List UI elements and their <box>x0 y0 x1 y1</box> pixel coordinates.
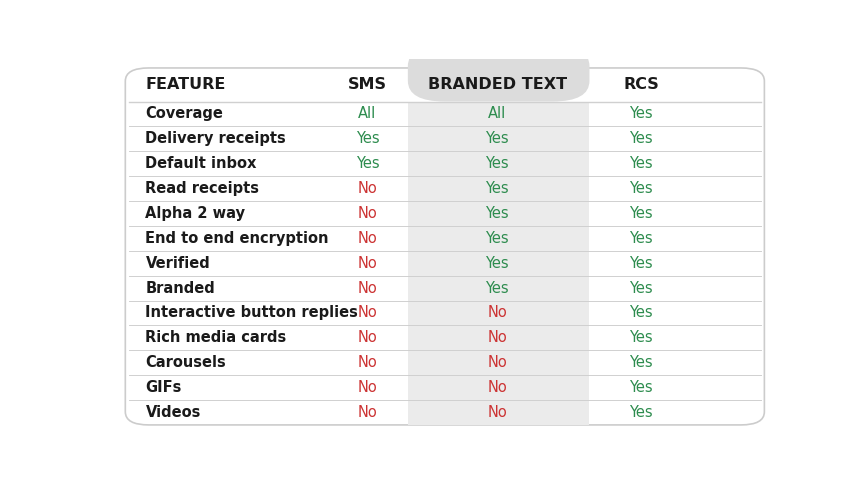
Text: Yes: Yes <box>485 256 510 271</box>
Text: No: No <box>358 256 378 271</box>
Text: Videos: Videos <box>146 405 201 420</box>
Text: Branded: Branded <box>146 281 215 296</box>
Text: Yes: Yes <box>629 281 653 296</box>
Text: Yes: Yes <box>629 231 653 246</box>
Text: No: No <box>488 330 507 346</box>
Text: Read receipts: Read receipts <box>146 181 260 196</box>
Text: FEATURE: FEATURE <box>146 77 226 92</box>
Text: No: No <box>358 231 378 246</box>
Text: Yes: Yes <box>629 106 653 122</box>
Text: No: No <box>358 281 378 296</box>
Text: No: No <box>488 405 507 420</box>
Text: No: No <box>488 355 507 370</box>
Text: No: No <box>358 330 378 346</box>
Text: Delivery receipts: Delivery receipts <box>146 131 286 146</box>
Text: No: No <box>358 380 378 395</box>
Text: Verified: Verified <box>146 256 210 271</box>
Text: Yes: Yes <box>629 206 653 221</box>
Text: Rich media cards: Rich media cards <box>146 330 286 346</box>
Text: Yes: Yes <box>485 131 510 146</box>
Text: GIFs: GIFs <box>146 380 182 395</box>
Text: Yes: Yes <box>485 206 510 221</box>
Text: Yes: Yes <box>629 380 653 395</box>
Text: Yes: Yes <box>356 156 379 171</box>
Text: No: No <box>488 305 507 321</box>
Bar <box>408 102 589 425</box>
Text: SMS: SMS <box>348 77 387 92</box>
Text: End to end encryption: End to end encryption <box>146 231 329 246</box>
Text: Yes: Yes <box>485 281 510 296</box>
Text: No: No <box>358 206 378 221</box>
Text: Yes: Yes <box>629 405 653 420</box>
Text: No: No <box>358 355 378 370</box>
Text: Yes: Yes <box>629 330 653 346</box>
Text: Yes: Yes <box>629 181 653 196</box>
Text: Yes: Yes <box>629 256 653 271</box>
Text: All: All <box>358 106 377 122</box>
Text: Carousels: Carousels <box>146 355 227 370</box>
Text: Yes: Yes <box>485 156 510 171</box>
Text: Default inbox: Default inbox <box>146 156 257 171</box>
Text: All: All <box>488 106 506 122</box>
Text: Yes: Yes <box>629 305 653 321</box>
Text: Yes: Yes <box>356 131 379 146</box>
Text: Yes: Yes <box>485 231 510 246</box>
Text: RCS: RCS <box>623 77 659 92</box>
FancyBboxPatch shape <box>408 45 589 102</box>
Text: Yes: Yes <box>629 131 653 146</box>
FancyBboxPatch shape <box>125 68 765 425</box>
Text: Alpha 2 way: Alpha 2 way <box>146 206 246 221</box>
Text: Yes: Yes <box>629 156 653 171</box>
Text: Yes: Yes <box>485 181 510 196</box>
Text: Coverage: Coverage <box>146 106 223 122</box>
Text: BRANDED TEXT: BRANDED TEXT <box>428 77 567 92</box>
Text: Interactive button replies: Interactive button replies <box>146 305 358 321</box>
Text: No: No <box>358 405 378 420</box>
Text: No: No <box>358 181 378 196</box>
Text: Yes: Yes <box>629 355 653 370</box>
Text: No: No <box>358 305 378 321</box>
Text: No: No <box>488 380 507 395</box>
